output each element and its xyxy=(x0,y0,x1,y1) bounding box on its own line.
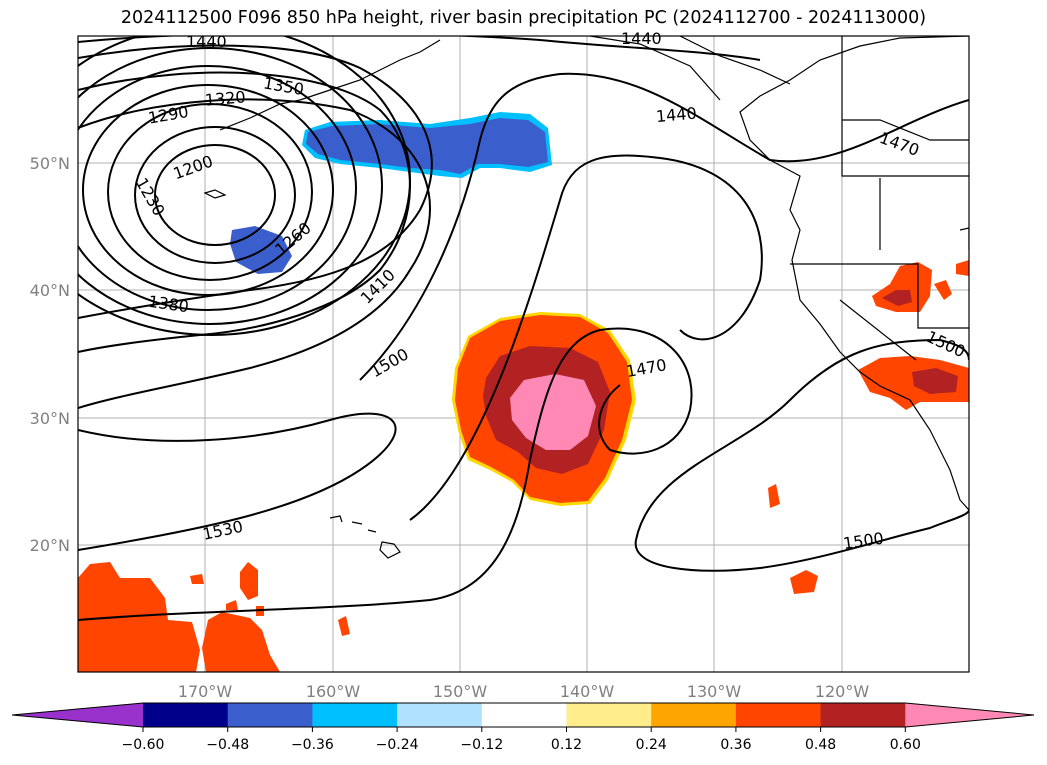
contour-label: 1440 xyxy=(655,104,697,126)
colorbar-tick-label: −0.12 xyxy=(460,737,503,753)
precip-positive-southwest xyxy=(78,562,200,672)
colorbar-segment xyxy=(651,703,737,727)
lat-label-50: 50°N xyxy=(30,154,70,173)
contour-label: 1500 xyxy=(367,344,412,381)
contour-label: 1500 xyxy=(842,529,885,553)
lon-label-170w: 170°W xyxy=(178,682,233,701)
colorbar-extend-low xyxy=(12,703,143,727)
latitude-labels: 50°N 40°N 30°N 20°N xyxy=(30,154,70,555)
contour-label: 1470 xyxy=(877,128,922,160)
lon-label-130w: 130°W xyxy=(687,682,742,701)
contour-label: 1380 xyxy=(147,292,190,316)
height-contours xyxy=(78,36,969,621)
contour-label: 1530 xyxy=(201,517,245,544)
contour-label: 1470 xyxy=(625,355,668,381)
lon-label-120w: 120°W xyxy=(815,682,870,701)
contour-label: 1440 xyxy=(621,29,662,48)
lon-label-160w: 160°W xyxy=(306,682,361,701)
precip-fills xyxy=(78,112,969,672)
colorbar-tick-label: −0.48 xyxy=(206,737,249,753)
colorbar-segment xyxy=(481,703,567,727)
lat-label-40: 40°N xyxy=(30,281,70,300)
coastlines xyxy=(203,36,969,511)
colorbar-tick-label: 0.12 xyxy=(551,737,582,753)
colorbar-segment xyxy=(312,703,398,727)
colorbar-segment xyxy=(566,703,652,727)
contour-label: 1500 xyxy=(923,327,968,361)
colorbar-tick-label: −0.36 xyxy=(291,737,334,753)
lon-label-140w: 140°W xyxy=(560,682,615,701)
colorbar-tick-label: 0.60 xyxy=(890,737,921,753)
contour-label: 1440 xyxy=(186,32,227,51)
map-frame xyxy=(77,35,970,673)
lon-label-150w: 150°W xyxy=(433,682,488,701)
colorbar-extend-high xyxy=(905,703,1034,727)
colorbar-segment xyxy=(735,703,822,727)
colorbar-segment xyxy=(227,703,313,727)
longitude-labels: 170°W 160°W 150°W 140°W 130°W 120°W xyxy=(178,682,870,701)
colorbar-tick-label: 0.24 xyxy=(636,737,667,753)
colorbar-tick-label: 0.36 xyxy=(720,737,751,753)
colorbar-tick-label: −0.60 xyxy=(122,737,165,753)
lat-label-20: 20°N xyxy=(30,536,70,555)
colorbar-segment xyxy=(397,703,483,727)
colorbar-segment xyxy=(820,703,906,727)
contour-label: 1350 xyxy=(262,73,305,99)
precip-positive-southwest-us xyxy=(858,356,969,410)
hawaii-islands xyxy=(329,515,401,559)
contour-label: 1290 xyxy=(147,102,190,128)
colorbar-tick-label: −0.24 xyxy=(376,737,419,753)
map-title: 2024112500 F096 850 hPa height, river ba… xyxy=(120,8,927,28)
colorbar-segment xyxy=(143,703,229,727)
contour-label: 1410 xyxy=(357,265,399,307)
contour-label: 1320 xyxy=(204,87,246,109)
colorbar: −0.60 −0.48 −0.36 −0.24 −0.12 0.12 0.24 0.36 0.4… xyxy=(11,702,1035,753)
colorbar-tick-label: 0.48 xyxy=(805,737,836,753)
lat-label-30: 30°N xyxy=(30,409,70,428)
